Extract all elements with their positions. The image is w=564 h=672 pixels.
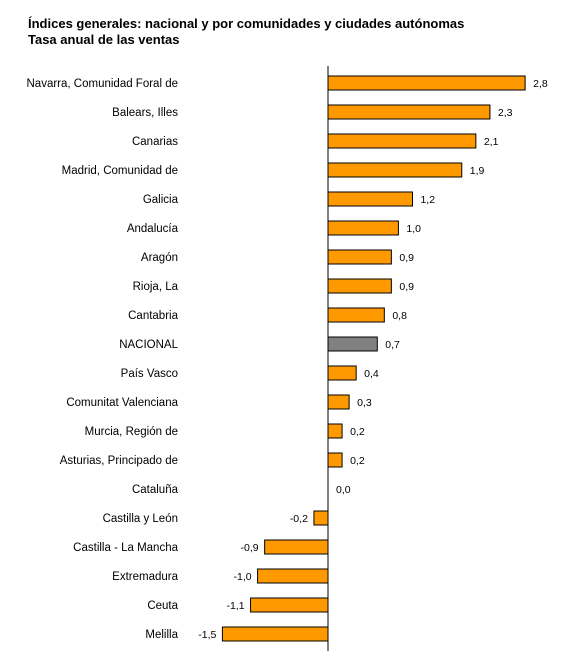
category-label-extremadura: Extremadura	[112, 571, 178, 583]
bar-melilla	[221, 626, 329, 642]
value-label-castilla-y-leon: -0,2	[290, 513, 308, 525]
category-label-castilla-y-leon: Castilla y León	[103, 513, 178, 525]
bar-andalucia	[327, 220, 399, 236]
bar-madrid-comunidad-de	[327, 162, 463, 178]
category-label-canarias: Canarias	[132, 136, 178, 148]
value-label-andalucia: 1,0	[406, 223, 421, 235]
bar-navarra-comunidad-foral-de	[327, 75, 526, 91]
bar-aragon	[327, 249, 392, 265]
value-label-asturias-principado-de: 0,2	[350, 455, 365, 467]
bar-nacional	[327, 336, 378, 352]
bar-rioja-la	[327, 278, 392, 294]
bar-ceuta	[250, 597, 329, 613]
bar-castilla-la-mancha	[264, 539, 329, 555]
value-label-navarra-comunidad-foral-de: 2,8	[533, 78, 548, 90]
bar-balears-illes	[327, 104, 491, 120]
value-label-canarias: 2,1	[484, 136, 499, 148]
chart-subtitle: Tasa anual de las ventas	[28, 32, 180, 47]
bar-pais-vasco	[327, 365, 357, 381]
category-label-aragon: Aragón	[141, 252, 178, 264]
category-label-murcia-region-de: Murcia, Región de	[85, 426, 178, 438]
category-labels-layer: Navarra, Comunidad Foral de Balears, Ille…	[27, 78, 179, 641]
value-label-galicia: 1,2	[420, 194, 435, 206]
bar-comunitat-valenciana	[327, 394, 350, 410]
value-label-comunitat-valenciana: 0,3	[357, 397, 372, 409]
value-label-extremadura: -1,0	[234, 571, 252, 583]
bar-galicia	[327, 191, 413, 207]
value-label-pais-vasco: 0,4	[364, 368, 379, 380]
value-label-cataluna: 0,0	[336, 484, 351, 496]
category-label-madrid-comunidad-de: Madrid, Comunidad de	[62, 165, 178, 177]
value-label-cantabria: 0,8	[392, 310, 407, 322]
category-label-balears-illes: Balears, Illes	[112, 107, 178, 119]
bar-extremadura	[257, 568, 329, 584]
category-label-cantabria: Cantabria	[128, 310, 178, 322]
value-label-balears-illes: 2,3	[498, 107, 513, 119]
bars-layer	[221, 75, 526, 642]
bar-asturias-principado-de	[327, 452, 343, 468]
category-label-cataluna: Cataluña	[132, 484, 179, 496]
value-label-ceuta: -1,1	[226, 600, 244, 612]
category-label-asturias-principado-de: Asturias, Principado de	[60, 455, 178, 467]
category-label-castilla-la-mancha: Castilla - La Mancha	[73, 542, 178, 554]
value-label-madrid-comunidad-de: 1,9	[470, 165, 485, 177]
value-label-rioja-la: 0,9	[399, 281, 414, 293]
value-labels-layer: 2,8 2,3 2,1 1,9 1,2 1,0 0,9 0,9 0,8 0,7 0,4 0,3 0,2 0…	[198, 78, 548, 641]
bar-murcia-region-de	[327, 423, 343, 439]
value-label-nacional: 0,7	[385, 339, 400, 351]
category-label-ceuta: Ceuta	[147, 600, 178, 612]
category-label-comunitat-valenciana: Comunitat Valenciana	[66, 397, 178, 409]
value-label-murcia-region-de: 0,2	[350, 426, 365, 438]
category-label-galicia: Galicia	[143, 194, 179, 206]
value-label-castilla-la-mancha: -0,9	[241, 542, 259, 554]
bar-castilla-y-leon	[313, 510, 329, 526]
category-label-navarra-comunidad-foral-de: Navarra, Comunidad Foral de	[27, 78, 179, 90]
category-label-nacional: NACIONAL	[119, 339, 178, 351]
chart-title: Índices generales: nacional y por comuni…	[28, 16, 465, 31]
bar-cantabria	[327, 307, 385, 323]
value-label-aragon: 0,9	[399, 252, 414, 264]
category-label-rioja-la: Rioja, La	[133, 281, 179, 293]
category-label-andalucia: Andalucía	[127, 223, 179, 235]
category-label-pais-vasco: País Vasco	[121, 368, 178, 380]
bar-canarias	[327, 133, 477, 149]
category-label-melilla: Melilla	[145, 629, 178, 641]
value-label-melilla: -1,5	[198, 629, 216, 641]
